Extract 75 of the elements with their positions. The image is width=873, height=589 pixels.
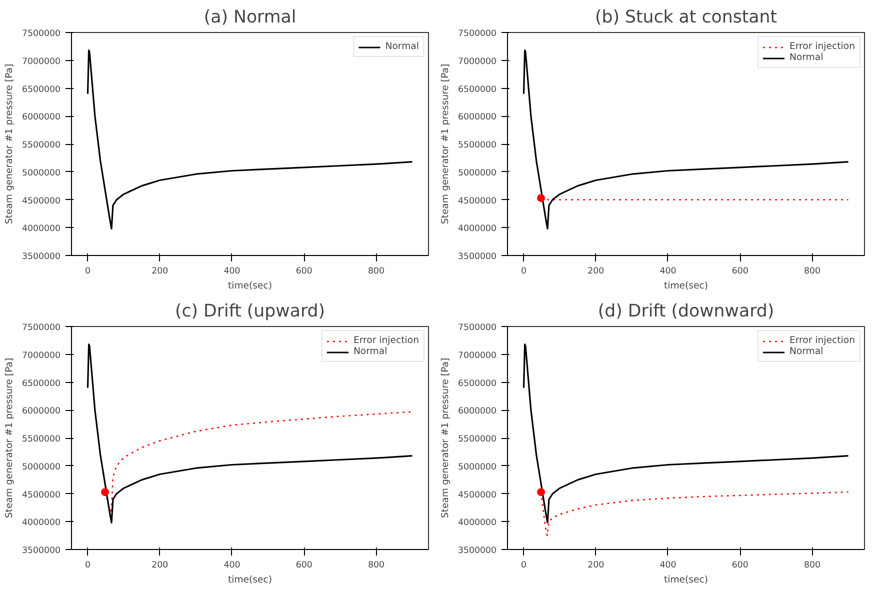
legend-label: Normal xyxy=(385,41,419,52)
x-tick-label: 200 xyxy=(588,266,604,276)
y-tick-label: 4000000 xyxy=(22,518,61,528)
y-tick-label: 3500000 xyxy=(458,252,497,262)
x-tick-label: 0 xyxy=(520,266,526,276)
x-axis-title: time(sec) xyxy=(228,574,272,586)
y-tick-label: 5000000 xyxy=(458,462,497,472)
y-tick-label: 7500000 xyxy=(22,323,61,333)
x-tick-label: 600 xyxy=(732,560,748,570)
y-tick-label: 7000000 xyxy=(458,56,497,67)
chart-title: (a) Normal xyxy=(204,8,296,28)
chart-title: (d) Drift (downward) xyxy=(598,302,774,322)
x-tick-label: 400 xyxy=(224,560,240,570)
x-tick-label: 200 xyxy=(588,560,604,570)
legend-label: Error injection xyxy=(789,335,855,346)
y-tick-label: 4500000 xyxy=(22,196,61,206)
x-tick-label: 600 xyxy=(732,266,748,276)
y-tick-label: 6000000 xyxy=(458,406,497,417)
x-tick-label: 0 xyxy=(84,266,90,276)
y-tick-label: 7500000 xyxy=(22,29,61,39)
y-axis-title: Steam generator #1 pressure [Pa] xyxy=(4,64,15,224)
y-axis-title: Steam generator #1 pressure [Pa] xyxy=(440,358,451,518)
y-tick-label: 5000000 xyxy=(22,168,61,178)
x-axis-title: time(sec) xyxy=(664,574,708,586)
x-tick-label: 800 xyxy=(804,560,820,570)
y-tick-label: 6000000 xyxy=(22,112,61,123)
y-tick-label: 7500000 xyxy=(458,29,497,39)
y-tick-label: 4500000 xyxy=(458,490,497,500)
y-tick-label: 5500000 xyxy=(458,434,497,444)
legend-label: Normal xyxy=(789,52,824,63)
y-tick-label: 5500000 xyxy=(22,434,61,444)
legend-label: Error injection xyxy=(789,41,855,52)
x-tick-label: 0 xyxy=(520,560,526,570)
y-tick-label: 5000000 xyxy=(458,168,497,178)
legend-label: Error injection xyxy=(353,335,419,346)
chart-title: (b) Stuck at constant xyxy=(594,8,778,28)
x-tick-label: 400 xyxy=(660,266,676,276)
y-tick-label: 4500000 xyxy=(458,196,497,206)
y-tick-label: 3500000 xyxy=(458,546,497,556)
x-tick-label: 800 xyxy=(368,560,384,570)
x-axis-title: time(sec) xyxy=(664,280,708,292)
chart-title: (c) Drift (upward) xyxy=(174,302,326,322)
y-tick-label: 4000000 xyxy=(458,224,497,234)
x-tick-label: 200 xyxy=(152,560,168,570)
y-tick-label: 4000000 xyxy=(458,518,497,528)
x-tick-label: 400 xyxy=(660,560,676,570)
y-tick-label: 7000000 xyxy=(22,56,61,67)
y-tick-label: 6500000 xyxy=(458,378,497,389)
y-tick-label: 6500000 xyxy=(458,84,497,95)
y-tick-label: 3500000 xyxy=(22,546,61,556)
y-tick-label: 6000000 xyxy=(458,112,497,123)
y-axis-title: Steam generator #1 pressure [Pa] xyxy=(440,64,451,224)
y-tick-label: 6500000 xyxy=(22,84,61,95)
y-tick-label: 5500000 xyxy=(458,140,497,150)
x-tick-label: 800 xyxy=(804,266,820,276)
y-tick-label: 5000000 xyxy=(22,462,61,472)
y-tick-label: 7500000 xyxy=(458,323,497,333)
x-tick-label: 600 xyxy=(296,266,312,276)
y-tick-label: 4000000 xyxy=(22,224,61,234)
x-tick-label: 400 xyxy=(224,266,240,276)
y-axis-title: Steam generator #1 pressure [Pa] xyxy=(4,358,15,518)
legend-label: Normal xyxy=(789,346,824,357)
x-axis-title: time(sec) xyxy=(228,280,272,292)
legend-label: Normal xyxy=(353,346,388,357)
y-tick-label: 7000000 xyxy=(458,350,497,361)
y-tick-label: 4500000 xyxy=(22,490,61,500)
y-tick-label: 5500000 xyxy=(22,140,61,150)
y-tick-label: 3500000 xyxy=(22,252,61,262)
x-tick-label: 200 xyxy=(152,266,168,276)
x-tick-label: 800 xyxy=(368,266,384,276)
x-tick-label: 600 xyxy=(296,560,312,570)
y-tick-label: 6000000 xyxy=(22,406,61,417)
x-tick-label: 0 xyxy=(84,560,90,570)
y-tick-label: 6500000 xyxy=(22,378,61,389)
y-tick-label: 7000000 xyxy=(22,350,61,361)
